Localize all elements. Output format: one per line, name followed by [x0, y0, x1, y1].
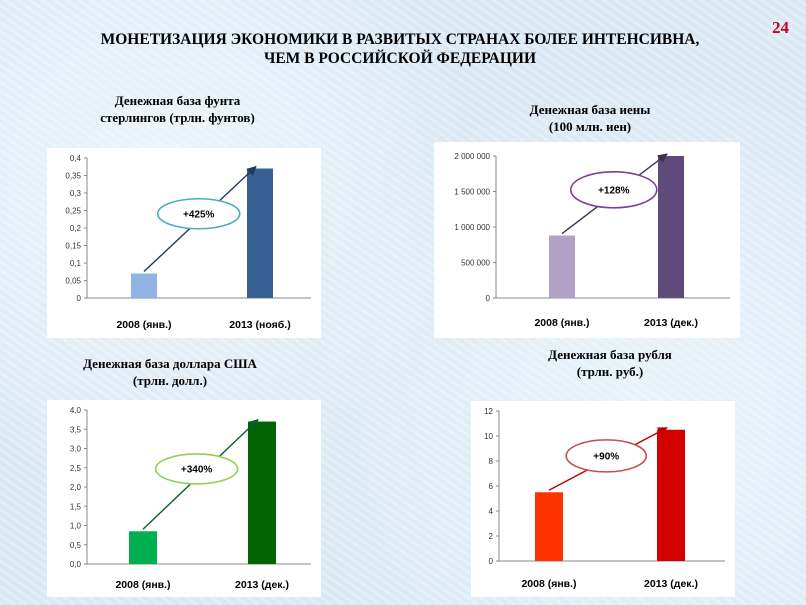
- growth-badge: [154, 453, 239, 485]
- chart-panel-usd: 0,0 0,5 1,0 1,5 2,0 2,5 3,0 3,5 4,0 2008 (янв.) 20…: [47, 400, 321, 597]
- category-label: 2008 (янв.): [534, 317, 589, 329]
- category-label: 2013 (нояб.): [229, 319, 290, 331]
- page-title-line-1: МОНЕТИЗАЦИЯ ЭКОНОМИКИ В РАЗВИТЫХ СТРАНАХ…: [100, 31, 700, 48]
- y-tick-label: 0: [77, 294, 82, 303]
- y-tick-label: 0,4: [70, 154, 82, 163]
- y-tick-label: 1 500 000: [454, 188, 490, 197]
- chart-panel-gbp: 0 0,05 0,1 0,15 0,2 0,25 0,3 0,35 0,4 2008 (янв.)…: [47, 148, 321, 338]
- growth-label: +340%: [181, 464, 213, 475]
- y-tick-label: 1 000 000: [454, 223, 490, 232]
- chart-title-rub: Денежная база рубля (трлн. руб.): [510, 346, 710, 380]
- chart-title-usd-line-1: Денежная база доллара США: [83, 356, 257, 371]
- growth-label: +128%: [598, 185, 630, 196]
- growth-badge: [569, 170, 658, 209]
- y-tick-label: 0,1: [70, 259, 82, 268]
- y-tick-label: 0,3: [70, 189, 82, 198]
- y-tick-label: 0: [486, 294, 491, 303]
- bar-2: [658, 156, 684, 298]
- category-label: 2008 (янв.): [116, 319, 171, 331]
- page-number: 24: [772, 18, 789, 37]
- chart-jpy: 0 500 000 1 000 000 1 500 000 2 000 000 2008 …: [454, 152, 730, 329]
- bar-2: [247, 168, 273, 298]
- y-tick-label: 0,15: [65, 242, 81, 251]
- bar-1: [131, 273, 157, 298]
- bar-1: [549, 235, 575, 298]
- y-tick-label: 500 000: [461, 259, 490, 268]
- chart-panel-jpy: 0 500 000 1 000 000 1 500 000 2 000 000 2008 …: [434, 142, 740, 338]
- y-tick-label: 1,0: [70, 522, 82, 531]
- y-tick-label: 2: [489, 532, 494, 541]
- chart-title-usd: Денежная база доллара США (трлн. долл.): [55, 355, 285, 389]
- chart-gbp: 0 0,05 0,1 0,15 0,2 0,25 0,3 0,35 0,4 2008 (янв.)…: [65, 154, 311, 331]
- bar-1: [129, 531, 157, 564]
- y-tick-label: 0,2: [70, 224, 82, 233]
- growth-badge: [565, 439, 648, 473]
- y-tick-label: 1,5: [70, 502, 82, 511]
- chart-panel-rub: 0 2 4 6 8 10 12 2008 (янв.) 2013 (дек.) +90%: [471, 401, 735, 597]
- chart-title-rub-line-2: (трлн. руб.): [576, 364, 644, 379]
- page-title: МОНЕТИЗАЦИЯ ЭКОНОМИКИ В РАЗВИТЫХ СТРАНАХ…: [40, 30, 760, 68]
- chart-title-jpy: Денежная база иены (100 млн. иен): [500, 101, 680, 135]
- y-tick-label: 4: [489, 507, 494, 516]
- chart-rub: 0 2 4 6 8 10 12 2008 (янв.) 2013 (дек.) +90%: [484, 407, 725, 590]
- category-label: 2008 (янв.): [521, 578, 576, 590]
- growth-label: +90%: [593, 451, 619, 462]
- category-label: 2013 (дек.): [644, 317, 698, 329]
- bar-2: [657, 429, 685, 561]
- bar-2: [248, 421, 276, 564]
- category-label: 2008 (янв.): [115, 579, 170, 591]
- y-tick-label: 6: [489, 482, 494, 491]
- y-tick-label: 10: [484, 432, 493, 441]
- y-tick-label: 3,0: [70, 445, 82, 454]
- category-label: 2013 (дек.): [644, 578, 698, 590]
- chart-title-gbp-line-2: стерлингов (трлн. фунтов): [100, 110, 255, 125]
- y-tick-label: 0,0: [70, 560, 82, 569]
- y-tick-label: 0,05: [65, 277, 81, 286]
- growth-label: +425%: [183, 209, 215, 220]
- chart-title-jpy-line-1: Денежная база иены: [529, 102, 651, 117]
- y-tick-label: 0,5: [70, 541, 82, 550]
- growth-badge: [156, 197, 241, 230]
- y-tick-label: 2,5: [70, 464, 82, 473]
- y-tick-label: 0: [489, 557, 494, 566]
- category-label: 2013 (дек.): [235, 579, 289, 591]
- y-tick-label: 8: [489, 457, 494, 466]
- y-tick-label: 3,5: [70, 425, 82, 434]
- chart-title-rub-line-1: Денежная база рубля: [548, 347, 672, 362]
- y-tick-label: 2 000 000: [454, 152, 490, 161]
- chart-title-usd-line-2: (трлн. долл.): [132, 373, 208, 388]
- page-title-line-2: ЧЕМ В РОССИЙСКОЙ ФЕДЕРАЦИИ: [263, 50, 537, 67]
- chart-title-jpy-line-2: (100 млн. иен): [548, 119, 632, 134]
- chart-title-gbp: Денежная база фунта стерлингов (трлн. фу…: [70, 92, 285, 126]
- y-tick-label: 12: [484, 407, 493, 416]
- y-tick-label: 0,25: [65, 207, 81, 216]
- bar-1: [535, 492, 563, 561]
- chart-title-gbp-line-1: Денежная база фунта: [114, 93, 241, 108]
- y-tick-label: 2,0: [70, 483, 82, 492]
- chart-usd: 0,0 0,5 1,0 1,5 2,0 2,5 3,0 3,5 4,0 2008 (янв.) 20…: [70, 406, 311, 591]
- y-tick-label: 4,0: [70, 406, 82, 415]
- y-tick-label: 0,35: [65, 172, 81, 181]
